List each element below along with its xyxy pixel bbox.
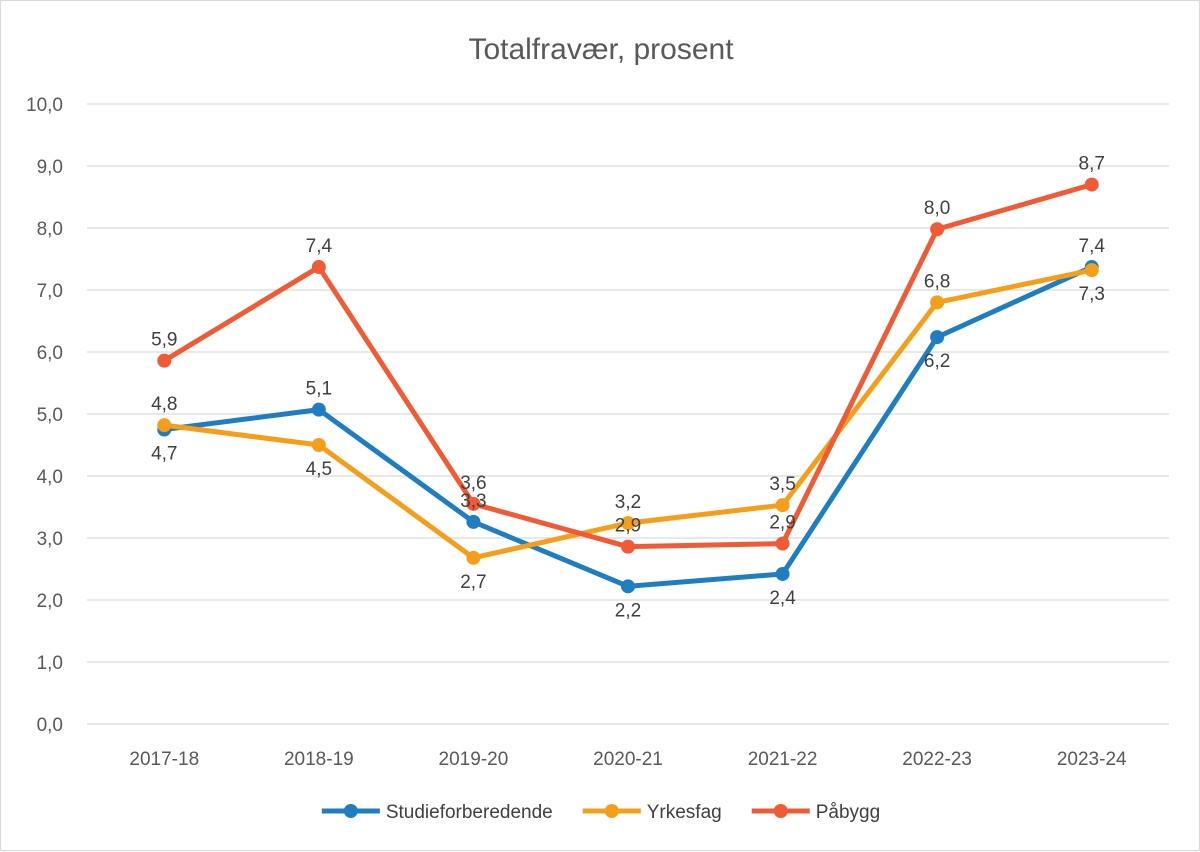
data-label: 8,0 [924,198,950,219]
legend-swatch-marker [343,804,358,818]
data-label: 7,3 [1079,284,1105,305]
data-labels: 4,7 5,1 3,3 2,2 2,4 6,2 7,4 4,8 4,5 2,7 3,2 3,5 6,8 7… [151,154,1105,622]
legend-label: Studieforberedende [386,802,553,823]
data-point [775,536,790,551]
y-tick-label: 9,0 [37,157,63,178]
data-label: 5,1 [306,379,332,400]
data-label: 3,2 [615,492,641,513]
y-tick-label: 8,0 [37,219,63,240]
data-point [466,496,481,511]
data-point [311,438,326,452]
data-label: 2,7 [460,572,486,593]
series-markers [157,177,1099,594]
data-label: 3,6 [460,473,486,494]
data-label: 4,8 [151,394,177,415]
data-point [621,579,635,594]
data-label: 7,4 [1079,236,1106,257]
y-tick-label: 5,0 [37,405,63,426]
data-label: 8,7 [1079,154,1105,175]
x-tick-label: 2017-18 [129,749,199,770]
data-label: 4,5 [306,459,332,480]
data-point [621,516,635,531]
data-point [157,353,172,368]
x-axis-ticks: 2017-18 2018-19 2019-20 2020-21 2021-22 2022-… [129,749,1127,770]
data-point [930,222,945,237]
y-tick-label: 1,0 [37,653,63,674]
x-tick-label: 2020-21 [593,749,663,770]
data-point [466,550,481,565]
legend: Studieforberedende Yrkesfag Påbygg [321,802,880,823]
x-tick-label: 2018-19 [284,749,354,770]
data-label: 3,5 [769,474,795,495]
data-point [930,330,945,345]
data-label: 2,2 [615,600,641,621]
data-label: 6,8 [924,271,950,292]
legend-item: Yrkesfag [582,802,722,823]
data-label: 2,9 [769,513,795,534]
data-label: 2,4 [769,588,796,609]
legend-label: Påbygg [816,802,880,823]
data-point [775,566,790,581]
legend-swatch-marker [604,804,619,818]
data-point [311,402,326,417]
y-tick-label: 4,0 [37,467,63,488]
data-point [621,539,635,554]
y-tick-label: 0,0 [37,715,63,736]
data-point [1084,177,1099,192]
data-label: 5,9 [151,330,177,351]
data-label: 2,9 [615,516,641,537]
data-label: 3,3 [460,491,486,512]
data-point [1084,263,1099,278]
legend-item: Studieforberedende [321,802,553,823]
y-tick-label: 10,0 [26,95,63,116]
data-label: 4,7 [151,444,177,465]
y-axis-ticks: 0,0 1,0 2,0 3,0 4,0 5,0 6,0 7,0 8,0 9,0 10,0 [26,95,63,736]
data-point [466,514,481,529]
legend-swatch-marker [773,804,788,818]
y-tick-label: 7,0 [37,281,63,302]
chart-title: Totalfravær, prosent [468,33,734,66]
x-tick-label: 2022-23 [902,749,972,770]
data-point [157,418,172,433]
gridlines [87,103,1169,725]
legend-label: Yrkesfag [647,802,722,823]
data-label: 6,2 [924,351,950,372]
data-point [311,260,326,275]
data-point [930,295,945,310]
data-label: 7,4 [306,236,333,257]
y-tick-label: 2,0 [37,591,63,612]
data-point [775,498,790,513]
x-tick-label: 2023-24 [1057,749,1127,770]
y-tick-label: 3,0 [37,529,63,550]
x-tick-label: 2021-22 [748,749,818,770]
y-tick-label: 6,0 [37,343,63,364]
legend-item: Påbygg [751,802,880,823]
x-tick-label: 2019-20 [439,749,509,770]
